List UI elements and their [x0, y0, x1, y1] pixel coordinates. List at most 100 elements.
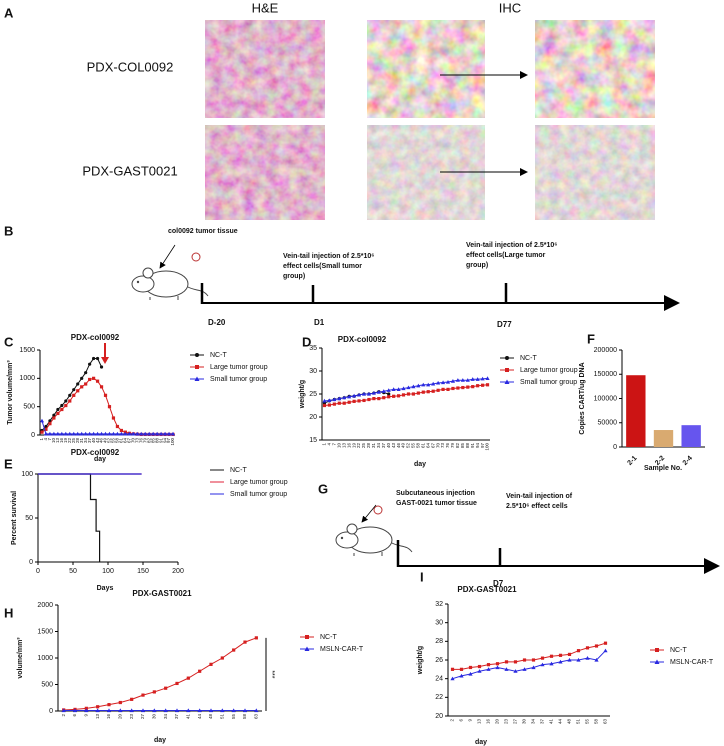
panel-letter: B: [4, 223, 13, 238]
marker: [426, 390, 430, 394]
legend-label: MSLN-CAR-T: [670, 659, 714, 666]
chart-title: PDX-GAST0021: [132, 589, 192, 598]
marker: [95, 379, 100, 383]
series-line: [63, 637, 257, 711]
marker: [152, 690, 156, 694]
x-tick-label: 43: [391, 443, 396, 449]
marker: [60, 407, 64, 412]
y-tick-label: 500: [23, 404, 35, 411]
marker: [396, 394, 401, 398]
column-title: IHC: [499, 0, 521, 15]
marker: [96, 705, 100, 709]
ihc-image: [367, 20, 485, 118]
marker: [91, 431, 96, 436]
marker: [195, 353, 199, 357]
marker: [347, 400, 351, 404]
x-tick-label: 88: [465, 443, 470, 449]
series-line: [41, 420, 174, 435]
x-tick-label: 16: [59, 438, 64, 444]
marker: [471, 385, 475, 389]
marker: [152, 708, 157, 713]
timeline-text: Vein-tail injection of 2.5*10⁶: [466, 242, 558, 249]
marker: [466, 385, 470, 389]
x-tick-label: 37: [540, 719, 545, 725]
x-tick-label: 58: [242, 714, 247, 720]
y-tick-label: 1500: [19, 347, 35, 354]
timeline-day: D77: [497, 320, 512, 329]
marker: [87, 431, 92, 436]
series-line: [41, 377, 174, 435]
marker: [480, 376, 485, 381]
marker: [396, 387, 401, 391]
marker: [83, 431, 88, 436]
marker: [450, 667, 455, 671]
marker: [220, 708, 225, 713]
x-tick-label: 85: [460, 443, 465, 449]
marker: [107, 703, 111, 707]
marker: [242, 708, 248, 713]
column-title: H&E: [252, 0, 279, 15]
marker: [446, 387, 450, 391]
marker: [71, 431, 76, 436]
marker: [594, 644, 599, 648]
marker: [401, 393, 406, 397]
marker: [115, 424, 120, 429]
legend-label: NC-T: [670, 647, 687, 654]
timeline-text: group): [466, 262, 488, 269]
marker: [220, 656, 224, 660]
marker: [468, 671, 473, 676]
marker: [459, 667, 464, 671]
marker: [392, 394, 396, 398]
marker: [460, 378, 465, 382]
marker: [540, 662, 545, 667]
x-tick-label: 51: [576, 719, 581, 725]
marker: [159, 431, 164, 436]
x-tick-label: 97: [480, 443, 485, 449]
survival-line: [38, 473, 101, 562]
marker: [147, 431, 152, 436]
marker: [254, 636, 258, 640]
x-tick-label: 27: [513, 719, 518, 725]
marker: [436, 380, 441, 385]
panel-letter: H: [4, 605, 13, 620]
marker: [585, 656, 590, 660]
marker: [139, 431, 144, 436]
marker: [654, 659, 660, 664]
marker: [55, 431, 60, 436]
marker: [391, 387, 396, 391]
y-tick-label: 2000: [37, 602, 53, 609]
marker: [485, 383, 490, 387]
x-tick-label: 19: [351, 443, 356, 449]
chart-title: PDX-col0092: [71, 333, 120, 342]
marker: [127, 431, 132, 436]
marker: [406, 385, 411, 390]
y-tick-label: 100: [21, 471, 33, 478]
y-tick-label: 0: [613, 444, 617, 451]
y-axis-label: weight/g: [299, 380, 306, 409]
marker: [362, 398, 366, 403]
marker: [411, 384, 416, 389]
x-tick-label: 48: [567, 719, 572, 725]
marker: [76, 382, 80, 386]
x-tick-label: 2-4: [682, 455, 694, 467]
marker: [347, 394, 352, 399]
y-tick-label: 150000: [594, 371, 617, 378]
x-tick-label: 91: [158, 438, 163, 444]
marker: [44, 427, 48, 431]
x-tick-label: 41: [186, 714, 191, 720]
marker: [421, 382, 426, 387]
x-axis-label: Sample No.: [644, 465, 682, 472]
panel-letter: G: [318, 481, 328, 496]
x-tick-label: 23: [129, 714, 134, 720]
marker: [99, 385, 104, 389]
marker: [485, 376, 490, 380]
marker: [436, 388, 440, 392]
marker: [655, 648, 659, 652]
panel-letter: I: [420, 569, 424, 584]
x-tick-label: 30: [152, 714, 157, 720]
panel-letter: D: [302, 334, 311, 349]
timeline-day: D-20: [208, 318, 226, 327]
marker: [445, 379, 451, 384]
marker: [143, 431, 148, 436]
x-tick-label: 73: [134, 438, 139, 444]
